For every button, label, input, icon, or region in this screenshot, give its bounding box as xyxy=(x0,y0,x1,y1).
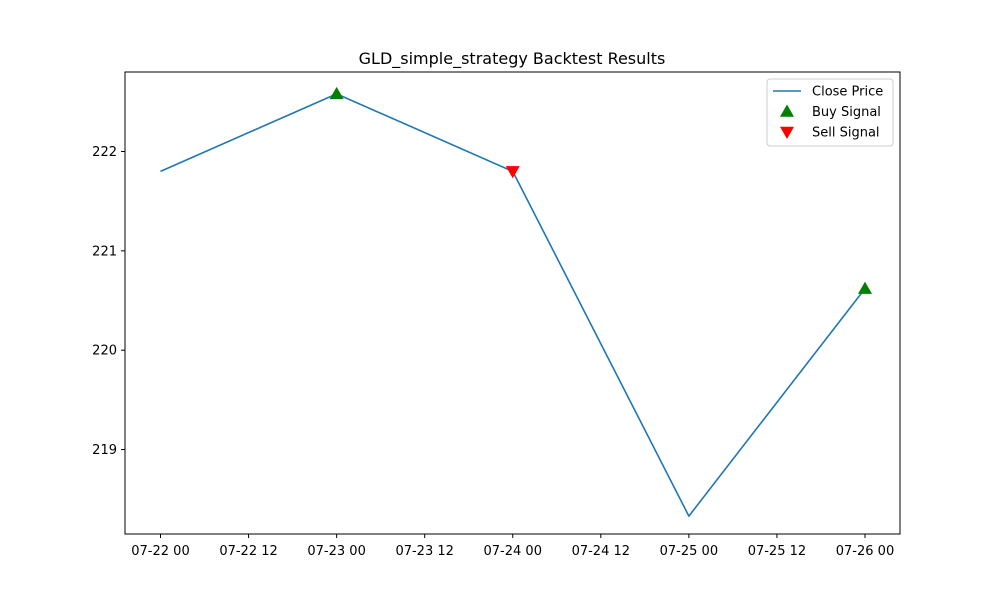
x-tick-label: 07-22 12 xyxy=(219,544,277,559)
legend-sell-swatch xyxy=(780,126,794,139)
chart-title: GLD_simple_strategy Backtest Results xyxy=(359,49,666,69)
x-tick-label: 07-25 00 xyxy=(660,544,718,559)
legend-label: Close Price xyxy=(812,85,883,100)
y-axis: 219 220 221 222 xyxy=(92,145,125,458)
legend-buy-swatch xyxy=(780,104,794,117)
legend: Close Price Buy Signal Sell Signal xyxy=(766,78,894,147)
legend-box xyxy=(766,78,894,147)
series-layer xyxy=(160,86,872,517)
x-tick-label: 07-26 00 xyxy=(836,544,894,559)
x-tick-label: 07-23 12 xyxy=(395,544,453,559)
legend-label: Sell Signal xyxy=(812,126,880,141)
buy-signal-marker xyxy=(858,281,872,294)
x-tick-label: 07-22 00 xyxy=(131,544,189,559)
x-tick-label: 07-23 00 xyxy=(307,544,365,559)
sell-signal-marker xyxy=(505,166,520,179)
y-tick-label: 220 xyxy=(92,344,117,359)
y-tick-label: 219 xyxy=(92,443,117,458)
x-tick-label: 07-24 00 xyxy=(484,544,542,559)
legend-label: Buy Signal xyxy=(812,105,881,120)
buy-signal-marker xyxy=(329,86,344,100)
y-tick-label: 222 xyxy=(92,145,117,160)
x-tick-label: 07-25 12 xyxy=(748,544,806,559)
x-axis: 07-22 00 07-22 12 07-23 00 07-23 12 07-24 00… xyxy=(131,534,894,559)
x-tick-label: 07-24 12 xyxy=(572,544,630,559)
y-tick-label: 221 xyxy=(92,244,117,259)
